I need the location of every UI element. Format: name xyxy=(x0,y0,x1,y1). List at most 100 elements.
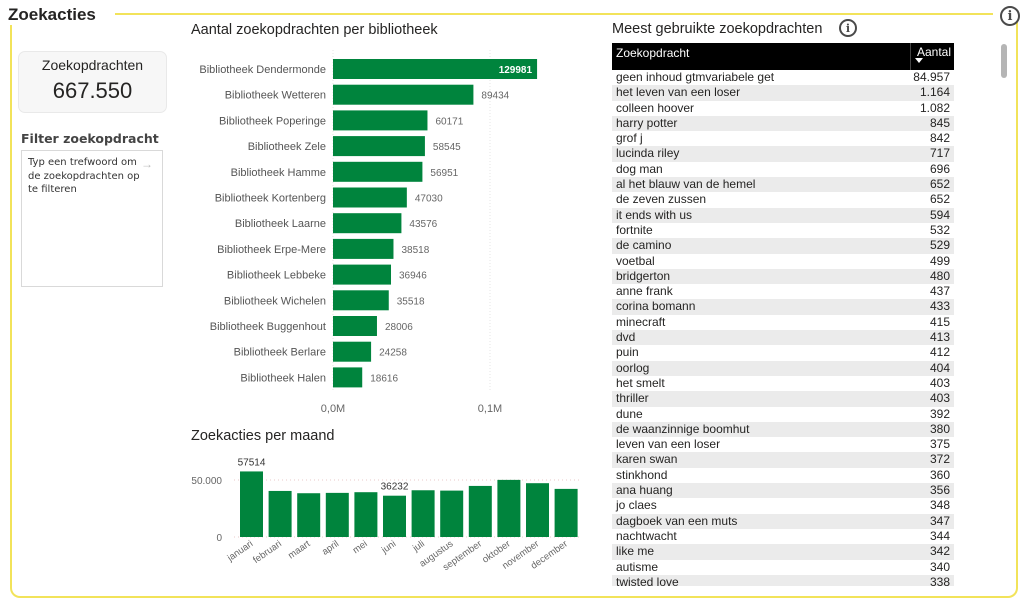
cell-count: 845 xyxy=(929,115,950,130)
data-label: 28006 xyxy=(385,322,413,333)
bar xyxy=(333,238,394,259)
info-icon[interactable]: i xyxy=(1000,6,1020,26)
table-row[interactable]: it ends with us 594 xyxy=(612,207,954,223)
cell-query: anne frank xyxy=(616,284,673,299)
table-row[interactable]: grof j 842 xyxy=(612,131,954,146)
cell-query: autisme xyxy=(616,559,659,574)
x-tick-label: maart xyxy=(286,538,312,561)
cell-count: 842 xyxy=(929,131,950,146)
section-title: Zoekacties xyxy=(8,5,102,25)
cell-count: 433 xyxy=(929,299,950,314)
sort-descending-icon[interactable] xyxy=(915,58,923,63)
cell-query: oorlog xyxy=(616,360,650,375)
table-row[interactable]: al het blauw van de hemel 652 xyxy=(612,177,954,193)
table-row[interactable]: fortnite 532 xyxy=(612,223,954,238)
table-row[interactable]: ana huang 356 xyxy=(612,483,954,499)
cell-count: 342 xyxy=(929,544,950,559)
bar xyxy=(333,316,377,336)
bar xyxy=(333,264,392,285)
kpi-value: 667.550 xyxy=(52,78,133,103)
table-row[interactable]: colleen hoover 1.082 xyxy=(612,101,954,116)
bar xyxy=(440,490,464,537)
table-row[interactable]: dvd 413 xyxy=(612,330,954,346)
table-row[interactable]: de waanzinnige boomhut 380 xyxy=(612,421,954,438)
bar xyxy=(526,483,549,537)
bar xyxy=(497,479,521,537)
data-label: 36946 xyxy=(399,271,427,282)
cell-count: 652 xyxy=(929,192,950,207)
table-row[interactable]: corina bomann 433 xyxy=(612,299,954,315)
table-row[interactable]: minecraft 415 xyxy=(612,315,954,330)
cell-query: leven van een loser xyxy=(616,437,721,452)
library-chart-title: Aantal zoekopdrachten per bibliotheek xyxy=(191,22,438,38)
table-row[interactable]: oorlog 404 xyxy=(612,360,954,376)
table-row[interactable]: leven van een loser 375 xyxy=(612,437,954,452)
table-scrollbar[interactable] xyxy=(1001,44,1007,78)
search-table: Zoekopdracht Aantal geen inhoud gtmvaria… xyxy=(612,43,954,586)
cell-query: lucinda riley xyxy=(616,146,680,161)
cell-count: 392 xyxy=(929,406,950,421)
category-label: Bibliotheek Berlare xyxy=(234,347,326,359)
table-row[interactable]: dune 392 xyxy=(612,407,954,422)
table-row[interactable]: stinkhond 360 xyxy=(612,468,954,483)
table-row[interactable]: karen swan 372 xyxy=(612,452,954,468)
cell-count: 338 xyxy=(929,574,950,586)
column-header-query[interactable]: Zoekopdracht xyxy=(616,46,690,60)
table-row[interactable]: geen inhoud gtmvariabele get 84.957 xyxy=(612,70,954,85)
bar xyxy=(554,488,578,537)
table-row[interactable]: het smelt 403 xyxy=(612,376,954,391)
bar xyxy=(333,367,363,388)
table-row[interactable]: voetbal 499 xyxy=(612,254,954,269)
category-label: Bibliotheek Dendermonde xyxy=(199,64,326,76)
data-label: 129981 xyxy=(499,65,533,76)
cell-count: 415 xyxy=(929,314,950,329)
column-header-count[interactable]: Aantal xyxy=(910,43,954,70)
y-tick-label: 0 xyxy=(216,533,222,544)
data-label: 60171 xyxy=(435,116,463,127)
x-tick-label: juli xyxy=(410,538,427,554)
cell-query: ana huang xyxy=(616,483,673,498)
cell-query: karen swan xyxy=(616,452,678,467)
table-row[interactable]: twisted love 338 xyxy=(612,574,954,586)
cell-query: puin xyxy=(616,345,639,360)
x-tick-label: mei xyxy=(351,538,370,556)
filter-search-input[interactable]: Typ een trefwoord om de zoekopdrachten o… xyxy=(21,150,163,287)
table-row[interactable]: harry potter 845 xyxy=(612,115,954,132)
cell-count: 360 xyxy=(929,467,950,482)
x-tick-label: februari xyxy=(251,538,284,565)
table-row[interactable]: lucinda riley 717 xyxy=(612,146,954,162)
bar xyxy=(333,213,402,234)
table-row[interactable]: het leven van een loser 1.164 xyxy=(612,85,954,101)
category-label: Bibliotheek Hamme xyxy=(231,167,326,179)
table-row[interactable]: de zeven zussen 652 xyxy=(612,192,954,207)
table-row[interactable]: bridgerton 480 xyxy=(612,268,954,285)
table-info-icon[interactable]: i xyxy=(839,19,857,37)
table-row[interactable]: autisme 340 xyxy=(612,560,954,575)
bar xyxy=(297,493,321,537)
arrow-right-icon[interactable]: → xyxy=(141,157,153,171)
cell-query: corina bomann xyxy=(616,299,696,314)
table-row[interactable]: puin 412 xyxy=(612,345,954,360)
bar xyxy=(333,341,372,362)
table-row[interactable]: dog man 696 xyxy=(612,162,954,177)
cell-count: 403 xyxy=(929,375,950,390)
cell-count: 480 xyxy=(929,268,950,283)
cell-count: 348 xyxy=(929,498,950,513)
table-row[interactable]: nachtwacht 344 xyxy=(612,529,954,544)
bar xyxy=(333,110,428,131)
cell-count: 84.957 xyxy=(913,70,950,84)
cell-count: 403 xyxy=(929,391,950,406)
table-row[interactable]: like me 342 xyxy=(612,544,954,560)
table-row[interactable]: dagboek van een muts 347 xyxy=(612,513,954,529)
table-row[interactable]: thriller 403 xyxy=(612,391,954,407)
cell-query: colleen hoover xyxy=(616,100,695,115)
cell-count: 652 xyxy=(929,177,950,192)
table-row[interactable]: de camino 529 xyxy=(612,238,954,254)
data-label: 43576 xyxy=(409,219,437,230)
table-row[interactable]: jo claes 348 xyxy=(612,498,954,513)
x-tick-label: april xyxy=(320,538,341,557)
category-label: Bibliotheek Buggenhout xyxy=(210,321,326,333)
table-row[interactable]: anne frank 437 xyxy=(612,284,954,299)
section-frame-top-line xyxy=(115,13,993,15)
